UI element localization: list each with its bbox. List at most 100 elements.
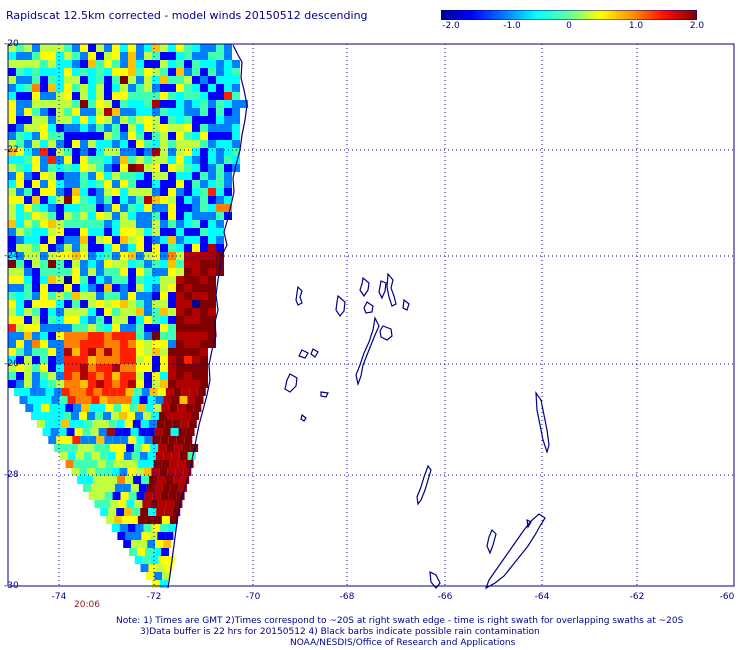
wind-cell (106, 428, 115, 436)
wind-cell (72, 100, 80, 108)
wind-cell (192, 44, 200, 52)
wind-cell (76, 420, 85, 428)
wind-cell (40, 196, 48, 204)
wind-cell (152, 108, 160, 116)
wind-cell (56, 172, 64, 180)
wind-cell (48, 68, 56, 76)
wind-cell (88, 156, 96, 164)
wind-cell (192, 356, 200, 364)
wind-cell (208, 316, 216, 324)
wind-cell (144, 164, 152, 172)
wind-cell (16, 52, 24, 60)
wind-cell (64, 300, 72, 308)
wind-cell (224, 68, 232, 76)
wind-cell (128, 244, 136, 252)
wind-cell (48, 220, 56, 228)
wind-cell (184, 156, 192, 164)
wind-cell (152, 316, 160, 324)
wind-cell (200, 284, 208, 292)
wind-cell (64, 260, 72, 268)
wind-cell (176, 188, 184, 196)
wind-cell (120, 260, 128, 268)
wind-cell (82, 484, 91, 492)
wind-cell (128, 348, 136, 356)
wind-cell (80, 140, 88, 148)
wind-cell (192, 60, 200, 68)
wind-cell (144, 324, 152, 332)
wind-cell (208, 124, 216, 132)
wind-cell (128, 116, 136, 124)
wind-cell (144, 204, 152, 212)
wind-cell (176, 260, 184, 268)
wind-cell (104, 324, 112, 332)
wind-cell (61, 388, 70, 396)
wind-cell (112, 324, 120, 332)
wind-cell (16, 324, 24, 332)
wind-cell (192, 236, 200, 244)
wind-cell (16, 276, 24, 284)
wind-cell (184, 260, 192, 268)
wind-cell (88, 380, 96, 388)
wind-cell (112, 300, 120, 308)
wind-cell (208, 188, 216, 196)
wind-cell (104, 140, 112, 148)
wind-cell (83, 396, 92, 404)
wind-cell (208, 236, 216, 244)
wind-cell (136, 108, 144, 116)
wind-cell (48, 84, 56, 92)
wind-cell (112, 92, 120, 100)
wind-cell (24, 300, 32, 308)
wind-cell (48, 276, 56, 284)
wind-cell (82, 428, 91, 436)
wind-cell (117, 476, 126, 484)
wind-cell (56, 332, 64, 340)
wind-cell (152, 52, 160, 60)
wind-cell (104, 68, 112, 76)
wind-cell (120, 84, 128, 92)
wind-cell (136, 84, 144, 92)
wind-cell (184, 44, 192, 52)
wind-cell (80, 356, 88, 364)
wind-cell (8, 364, 16, 372)
wind-cell (8, 356, 16, 364)
wind-cell (35, 396, 44, 404)
wind-cell (176, 332, 184, 340)
wind-cell (40, 116, 48, 124)
wind-cell (232, 92, 240, 100)
wind-cell (72, 68, 80, 76)
wind-cell (96, 324, 104, 332)
wind-cell (176, 196, 184, 204)
wind-cell (127, 468, 136, 476)
wind-cell (13, 388, 22, 396)
wind-cell (200, 116, 208, 124)
wind-cell (184, 308, 192, 316)
wind-cell (79, 468, 88, 476)
wind-cell (123, 540, 132, 548)
wind-cell (64, 132, 72, 140)
wind-cell (121, 516, 130, 524)
wind-cell (40, 308, 48, 316)
wind-cell (16, 116, 24, 124)
wind-cell (160, 228, 168, 236)
wind-cell (192, 108, 200, 116)
wind-cell (129, 460, 138, 468)
wind-cell (37, 388, 46, 396)
wind-cell (144, 316, 152, 324)
wind-cell (72, 228, 80, 236)
wind-cell (72, 284, 80, 292)
wind-cell (8, 180, 16, 188)
wind-cell (24, 356, 32, 364)
wind-cell (16, 300, 24, 308)
wind-cell (72, 164, 80, 172)
wind-cell (88, 220, 96, 228)
wind-cell (96, 164, 104, 172)
wind-cell (128, 292, 136, 300)
wind-cell (16, 292, 24, 300)
wind-cell (165, 476, 174, 484)
wind-cell (153, 404, 162, 412)
wind-cell (216, 220, 224, 228)
wind-cell (67, 452, 76, 460)
wind-cell (72, 60, 80, 68)
wind-cell (24, 188, 32, 196)
wind-cell (216, 196, 224, 204)
